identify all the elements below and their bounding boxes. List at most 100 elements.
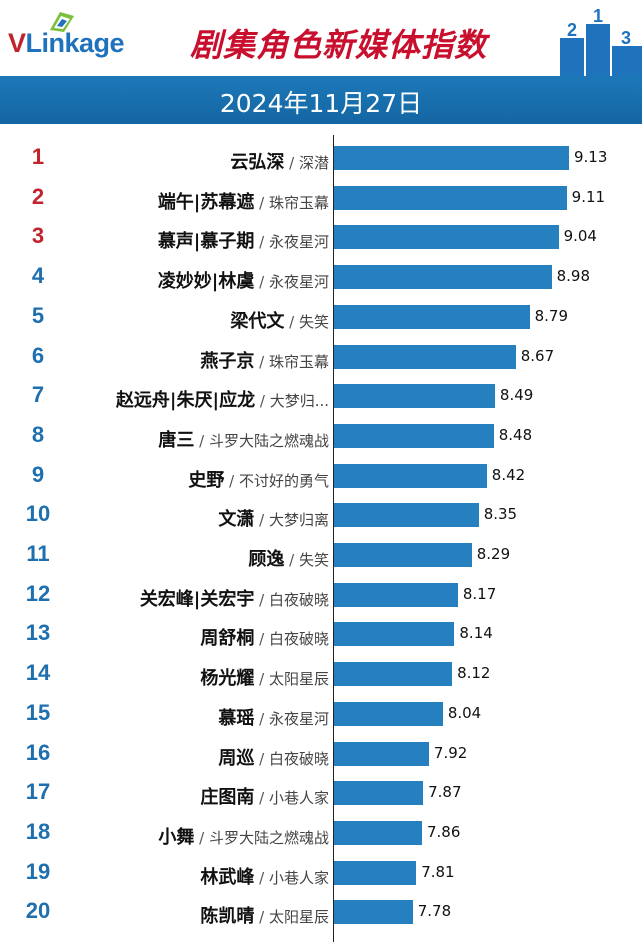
role-name: 杨光耀: [200, 668, 255, 690]
show-name: 永夜星河: [268, 709, 329, 728]
bar-value-label: 8.17: [462, 584, 497, 603]
svg-text:1: 1: [593, 6, 603, 26]
bar: [334, 662, 453, 687]
rank-number: 3: [31, 223, 45, 249]
show-name: 大梦归离: [268, 511, 329, 530]
show-name: 小巷人家: [268, 789, 329, 808]
bar-category-label: 赵远舟|朱厌|应龙 / 大梦归...: [116, 386, 329, 412]
bar: [334, 225, 559, 250]
ranking-row: 3 慕声|慕子期 / 永夜星河 9.04: [0, 221, 642, 255]
bar-category-label: 小舞 / 斗罗大陆之燃魂战: [158, 823, 329, 849]
bar-value-label: 7.81: [421, 862, 455, 881]
bar-value-label: 8.49: [499, 386, 534, 405]
ranking-row: 13 周舒桐 / 白夜破晓 8.14: [0, 618, 642, 652]
label-separator: /: [254, 511, 269, 530]
bar: [334, 423, 494, 448]
role-name: 周舒桐: [200, 628, 255, 650]
rank-number: 20: [25, 898, 51, 924]
label-separator: /: [254, 193, 269, 212]
bar-value-label: 8.67: [520, 346, 555, 365]
rank-number: 9: [31, 461, 45, 487]
bar-value-label: 8.48: [498, 425, 533, 444]
show-name: 珠帘玉幕: [268, 352, 329, 371]
bar-value-label: 9.11: [571, 187, 606, 206]
bar-category-label: 林武峰 / 小巷人家: [200, 863, 329, 889]
rank-number: 16: [25, 739, 51, 765]
bar: [334, 860, 417, 885]
show-name: 失笑: [298, 312, 329, 331]
role-name: 梁代文: [230, 310, 285, 332]
bar: [334, 185, 567, 210]
bar-value-label: 7.92: [433, 743, 468, 762]
bar-value-label: 8.35: [483, 505, 518, 524]
role-name: 文潇: [218, 509, 255, 531]
vlinkage-logo: VLinkage: [8, 10, 148, 66]
show-name: 永夜星河: [268, 273, 329, 292]
ranking-row: 2 端午|苏幕遮 / 珠帘玉幕 9.11: [0, 182, 642, 216]
label-separator: /: [284, 154, 299, 172]
rank-number: 11: [26, 541, 50, 566]
show-name: 深潜: [298, 154, 329, 172]
rank-number: 19: [25, 858, 51, 884]
role-name: 庄图南: [200, 787, 255, 809]
label-separator: /: [254, 273, 269, 292]
label-separator: /: [254, 590, 269, 609]
rank-number: 17: [25, 779, 51, 805]
show-name: 失笑: [298, 551, 329, 569]
logo-text: VLinkage: [8, 28, 125, 58]
show-name: 白夜破晓: [268, 630, 329, 649]
role-name: 凌妙妙|林虞: [157, 271, 255, 293]
label-separator: /: [284, 312, 299, 331]
bar-category-label: 梁代文 / 失笑: [230, 307, 329, 333]
bar-value-label: 8.42: [491, 465, 526, 484]
show-name: 白夜破晓: [268, 590, 329, 609]
bar: [334, 701, 443, 726]
show-name: 大梦归...: [269, 392, 329, 411]
svg-text:3: 3: [621, 28, 631, 48]
label-separator: /: [254, 789, 269, 808]
bar-value-label: 8.98: [556, 267, 591, 286]
bar-category-label: 唐三 / 斗罗大陆之燃魂战: [158, 426, 329, 452]
ranking-row: 4 凌妙妙|林虞 / 永夜星河 8.98: [0, 261, 642, 295]
date-band: 2024年11月27日: [0, 76, 642, 124]
show-name: 斗罗大陆之燃魂战: [208, 828, 329, 847]
ranking-row: 12 关宏峰|关宏宇 / 白夜破晓 8.17: [0, 579, 642, 613]
rank-number: 5: [31, 302, 45, 328]
show-name: 太阳星辰: [268, 670, 329, 689]
role-name: 林武峰: [200, 866, 255, 888]
podium-icon: 2 1 3: [560, 6, 642, 76]
role-name: 慕瑶: [218, 707, 255, 729]
ranking-row: 18 小舞 / 斗罗大陆之燃魂战 7.86: [0, 817, 642, 851]
bar: [334, 741, 429, 766]
bar: [334, 781, 424, 806]
bar-value-label: 7.87: [428, 783, 462, 802]
bar-value-label: 9.04: [563, 227, 597, 246]
date-label: 2024年11月27日: [219, 89, 423, 118]
bar-category-label: 周舒桐 / 白夜破晓: [200, 624, 329, 650]
role-name: 燕子京: [200, 350, 255, 372]
rank-number: 15: [25, 699, 51, 725]
bar: [334, 622, 455, 647]
bar-category-label: 云弘深 / 深潜: [230, 148, 329, 174]
rank-number: 8: [31, 421, 45, 447]
bar: [334, 384, 495, 409]
label-separator: /: [254, 868, 269, 887]
rank-number: 7: [31, 382, 45, 408]
ranking-row: 20 陈凯晴 / 太阳星辰 7.78: [0, 896, 642, 930]
bar-category-label: 史野 / 不讨好的勇气: [188, 466, 329, 492]
bar: [334, 820, 422, 845]
show-name: 永夜星河: [268, 233, 329, 252]
rank-number: 14: [25, 660, 51, 686]
bar: [334, 582, 458, 607]
role-name: 端午|苏幕遮: [157, 191, 255, 213]
ranking-row: 9 史野 / 不讨好的勇气 8.42: [0, 460, 642, 494]
bar-category-label: 关宏峰|关宏宇 / 白夜破晓: [140, 585, 329, 611]
rank-number: 13: [25, 620, 51, 646]
bar: [334, 344, 516, 369]
role-name: 顾逸: [248, 549, 285, 570]
header: VLinkage 剧集角色新媒体指数 2 1 3: [0, 0, 642, 76]
bar-category-label: 慕瑶 / 永夜星河: [218, 704, 329, 730]
bar-value-label: 8.79: [534, 306, 569, 325]
ranking-row: 6 燕子京 / 珠帘玉幕 8.67: [0, 341, 642, 375]
role-name: 唐三: [158, 429, 195, 451]
